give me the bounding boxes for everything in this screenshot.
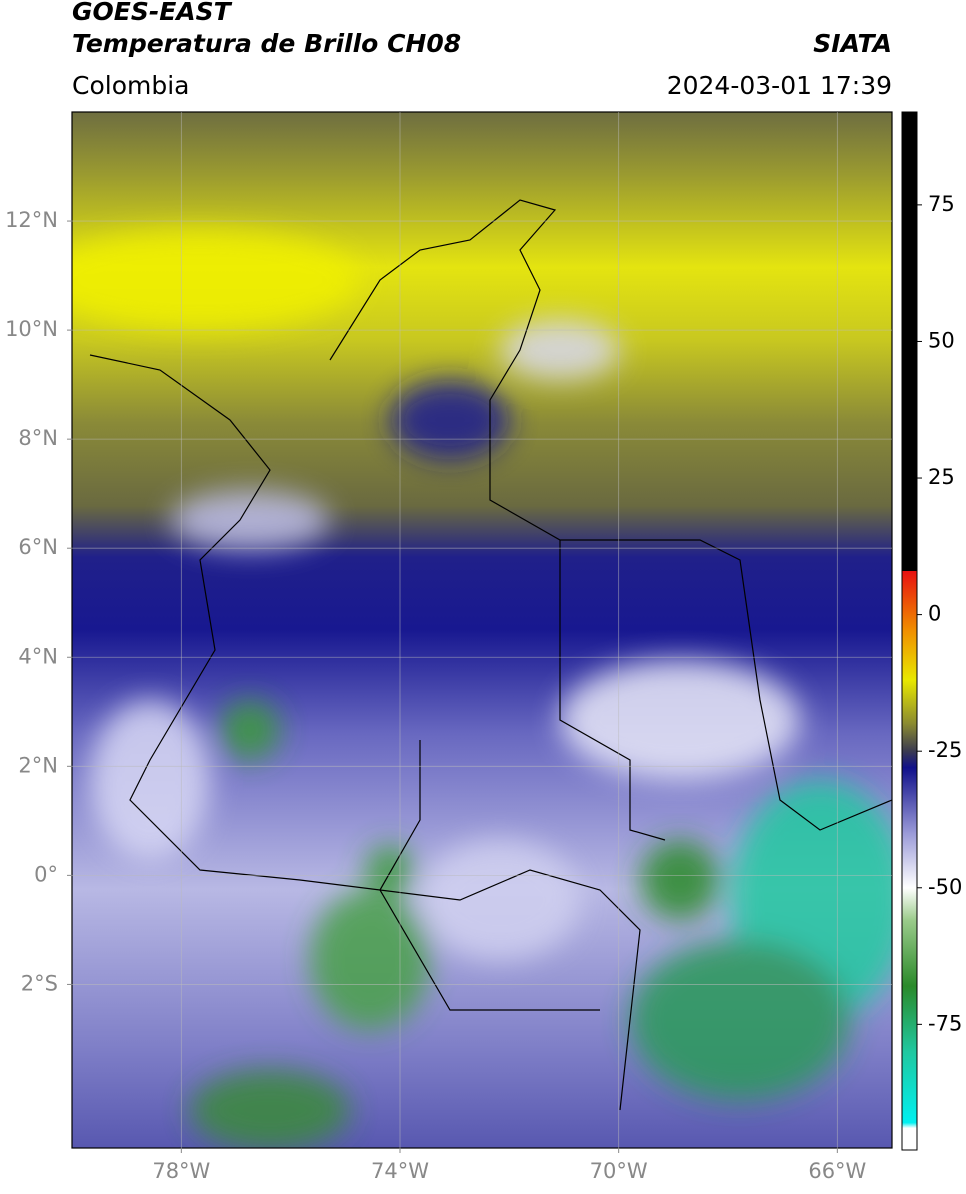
- x-tick-label: 74°W: [371, 1159, 429, 1183]
- y-tick-label: 12°N: [5, 208, 58, 232]
- x-tick-label: 66°W: [808, 1159, 866, 1183]
- colorbar-label: -50: [928, 875, 962, 899]
- colorbar-label: -25: [928, 738, 962, 762]
- region: Colombia: [72, 71, 189, 100]
- title: GOES-EAST: [72, 0, 233, 26]
- y-tick-label: 4°N: [18, 644, 58, 668]
- datetime: 2024-03-01 17:39: [667, 71, 892, 100]
- y-tick-label: 8°N: [18, 426, 58, 450]
- source: SIATA: [813, 29, 892, 58]
- y-tick-label: 10°N: [5, 317, 58, 341]
- y-tick-label: 2°N: [18, 753, 58, 777]
- map-frame: [71, 111, 893, 1149]
- colorbar-label: -75: [928, 1011, 962, 1035]
- y-tick-label: 2°S: [21, 971, 58, 995]
- colorbar-label: 0: [928, 602, 941, 626]
- colorbar-label: 25: [928, 465, 955, 489]
- y-tick-label: 6°N: [18, 535, 58, 559]
- colorbar-label: 50: [928, 328, 955, 352]
- x-tick-label: 70°W: [590, 1159, 648, 1183]
- x-tick-label: 78°W: [152, 1159, 210, 1183]
- subtitle: Temperatura de Brillo CH08: [72, 29, 461, 58]
- colorbar: [901, 111, 918, 1151]
- satellite-image: [72, 112, 892, 1148]
- y-tick-label: 0°: [34, 862, 58, 886]
- colorbar-label: 75: [928, 192, 955, 216]
